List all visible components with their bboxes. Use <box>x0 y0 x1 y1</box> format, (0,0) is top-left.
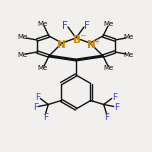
Text: F: F <box>35 93 40 102</box>
Text: Me: Me <box>38 65 48 71</box>
Text: −: − <box>79 31 85 40</box>
Text: Me: Me <box>104 21 114 27</box>
Text: Me: Me <box>124 34 134 40</box>
Text: F: F <box>104 113 109 122</box>
Text: Me: Me <box>18 34 28 40</box>
Text: Me: Me <box>38 21 48 27</box>
Text: N: N <box>87 40 95 50</box>
Text: Me: Me <box>104 65 114 71</box>
Text: F: F <box>33 103 38 112</box>
Text: F: F <box>112 93 117 102</box>
Text: F: F <box>84 21 90 31</box>
Text: F: F <box>62 21 68 31</box>
Text: +: + <box>93 36 99 45</box>
Text: Me: Me <box>18 52 28 58</box>
Text: N: N <box>57 40 65 50</box>
Text: Me: Me <box>124 52 134 58</box>
Text: F: F <box>43 113 48 122</box>
Text: F: F <box>114 103 119 112</box>
Text: B: B <box>73 35 81 45</box>
